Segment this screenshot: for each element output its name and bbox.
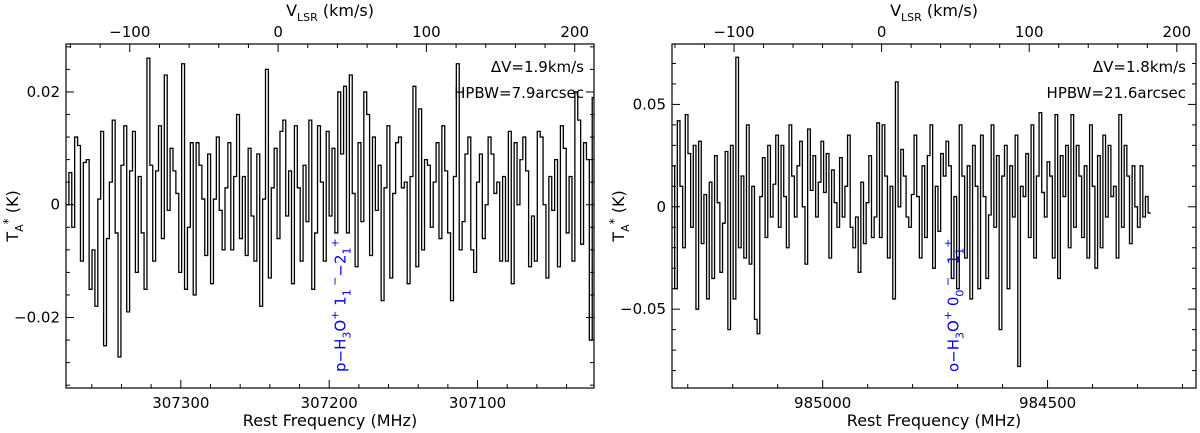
transition-label-part: p−H xyxy=(332,339,350,372)
transition-label-part: + xyxy=(329,311,342,320)
y-axis-label: TA* (K) xyxy=(1,190,26,242)
annotation: ΔV=1.8km/s xyxy=(1093,58,1186,76)
spectrum-line xyxy=(672,56,1151,368)
transition-label-part: − xyxy=(941,277,954,290)
y-tick-label: 0.05 xyxy=(633,95,666,113)
transition-label-part: 1 xyxy=(332,296,350,310)
transition-label-part: o−H xyxy=(944,339,962,372)
transition-label-part: 1 xyxy=(341,247,354,254)
y-tick-label: −0.05 xyxy=(620,300,666,318)
plot-frame xyxy=(671,43,1197,389)
top-axis-label-sub: LSR xyxy=(297,11,318,24)
y-axis-label-sub: A xyxy=(619,224,632,232)
transition-label: o−H3O+ 00 −−11+ xyxy=(941,239,966,372)
y-axis-label-sup: * xyxy=(1,218,15,224)
transition-label-part: 3 xyxy=(953,332,966,339)
y-axis-label-t: T xyxy=(609,232,628,243)
spectrum-line xyxy=(66,57,594,358)
velocity-tick-label: 0 xyxy=(273,23,283,41)
x-axis-label: Rest Frequency (MHz) xyxy=(847,411,1021,430)
top-axis-label-unit: (km/s) xyxy=(922,1,978,20)
y-axis-label-sup: * xyxy=(607,218,621,224)
x-tick-label: 307100 xyxy=(449,394,506,412)
transition-label: p−H3O+ 11 −−21+ xyxy=(329,238,354,372)
velocity-tick-label: 200 xyxy=(560,23,589,41)
transition-label-part: 1 xyxy=(341,289,354,296)
plot-frame xyxy=(65,43,595,389)
velocity-tick-label: 100 xyxy=(412,23,441,41)
top-axis-label: VLSR (km/s) xyxy=(890,1,978,24)
transition-label-part: 0 xyxy=(953,290,966,297)
y-tick-label: 0 xyxy=(656,198,666,216)
velocity-tick-label: 200 xyxy=(1162,23,1191,41)
transition-label-part: 0 xyxy=(944,297,962,311)
x-tick-label: 984500 xyxy=(1019,394,1076,412)
annotation: HPBW=7.9arcsec xyxy=(454,84,584,102)
top-axis-label-sub: LSR xyxy=(901,11,922,24)
top-axis-label-unit: (km/s) xyxy=(318,1,374,20)
velocity-tick-label: −100 xyxy=(109,23,150,41)
x-axis-label: Rest Frequency (MHz) xyxy=(243,411,417,430)
transition-label-part: O xyxy=(332,320,350,332)
y-axis-label: TA* (K) xyxy=(607,190,632,242)
transition-label-part: + xyxy=(941,239,954,248)
annotation: HPBW=21.6arcsec xyxy=(1047,84,1186,102)
top-axis-label: VLSR (km/s) xyxy=(286,1,374,24)
y-axis-label-unit: (K) xyxy=(3,190,22,218)
transition-label-part: 1 xyxy=(953,248,966,255)
x-tick-label: 307200 xyxy=(301,394,358,412)
transition-label-part: −2 xyxy=(332,254,350,276)
transition-label-part: −1 xyxy=(944,255,962,277)
y-tick-label: 0.02 xyxy=(27,83,60,101)
annotation: ΔV=1.9km/s xyxy=(491,58,584,76)
x-tick-label: 985000 xyxy=(794,394,851,412)
y-axis-label-unit: (K) xyxy=(609,190,628,218)
y-tick-label: −0.02 xyxy=(14,309,60,327)
transition-label-part: − xyxy=(329,277,342,290)
y-axis-label-sub: A xyxy=(13,224,26,232)
x-tick-label: 307300 xyxy=(152,394,209,412)
transition-label-part: + xyxy=(329,238,342,247)
top-axis-label-v: V xyxy=(890,1,901,20)
y-tick-label: 0 xyxy=(50,196,60,214)
y-axis-label-t: T xyxy=(3,232,22,243)
velocity-tick-label: −100 xyxy=(713,23,754,41)
transition-label-part: + xyxy=(941,311,954,320)
transition-label-part: O xyxy=(944,320,962,332)
transition-label-part: 3 xyxy=(341,332,354,339)
top-axis-label-v: V xyxy=(286,1,297,20)
velocity-tick-label: 100 xyxy=(1015,23,1044,41)
panel-left: 307300 307200 307100 −100 0 100 200 0.02 0 −0.02 R… xyxy=(1,1,595,430)
velocity-tick-label: 0 xyxy=(877,23,887,41)
